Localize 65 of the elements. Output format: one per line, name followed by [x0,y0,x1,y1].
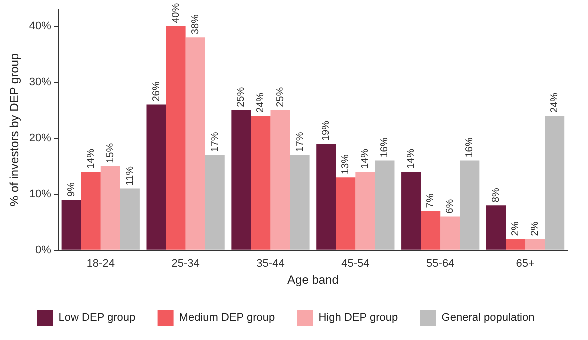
bar [251,116,271,250]
legend-label: General population [442,312,535,324]
data-label: 7% [426,194,437,208]
x-tick-label: 25-34 [172,258,200,270]
x-axis-title: Age band [288,273,339,288]
bar [545,116,565,250]
data-label: 38% [190,14,202,35]
x-tick-label: 65+ [516,258,535,270]
legend-label: High DEP group [318,312,398,324]
x-tick-label: 45-54 [342,258,370,270]
data-label: 2% [530,222,542,236]
bar [486,206,506,250]
bar [120,188,140,250]
legend-label: Low DEP group [58,312,136,324]
bar [460,160,480,250]
data-label: 25% [275,87,286,108]
bar [402,172,422,250]
data-label: 24% [550,92,561,113]
bar [290,155,310,250]
data-label: 15% [105,143,116,164]
data-label: 26% [151,82,162,102]
y-tick-label: 10% [29,188,52,200]
data-label: 17% [210,132,221,152]
data-label: 17% [294,132,306,152]
bar [146,104,166,250]
bar [375,160,395,250]
data-label: 14% [86,148,97,169]
bar [316,144,336,250]
bar [62,200,82,250]
y-tick-label: 30% [29,76,52,88]
data-label: 25% [236,87,248,108]
bar [356,172,376,250]
bar [421,211,441,250]
bar [526,239,546,250]
data-label: 6% [445,199,456,214]
bar [100,166,120,250]
data-label: 19% [321,120,332,141]
y-tick-label: 0% [36,244,52,256]
bar [440,216,460,250]
y-tick-label: 20% [29,132,52,144]
bar [81,172,101,250]
bar [270,110,290,250]
y-axis-title: % of investors by DEP group [8,53,22,207]
data-label: 16% [464,138,476,158]
data-label: 40% [170,3,182,24]
data-label: 2% [510,222,522,236]
bar [232,110,252,250]
data-label: 11% [124,166,136,186]
data-label: 24% [256,92,267,113]
bar [336,178,356,250]
data-label: 14% [406,148,418,169]
data-label: 13% [340,154,352,175]
data-label: 14% [360,148,372,169]
bar [205,155,225,250]
data-label: 9% [66,182,78,197]
x-tick-label: 35-44 [256,258,285,270]
bar [186,38,206,250]
y-tick-label: 40% [29,20,52,32]
x-tick-label: 18-24 [86,258,115,270]
legend-label: Medium DEP group [179,312,276,324]
x-tick-label: 55-64 [426,258,455,270]
data-label: 8% [490,188,502,203]
bar [506,239,526,250]
bar [166,26,186,250]
data-label: 16% [380,138,391,158]
